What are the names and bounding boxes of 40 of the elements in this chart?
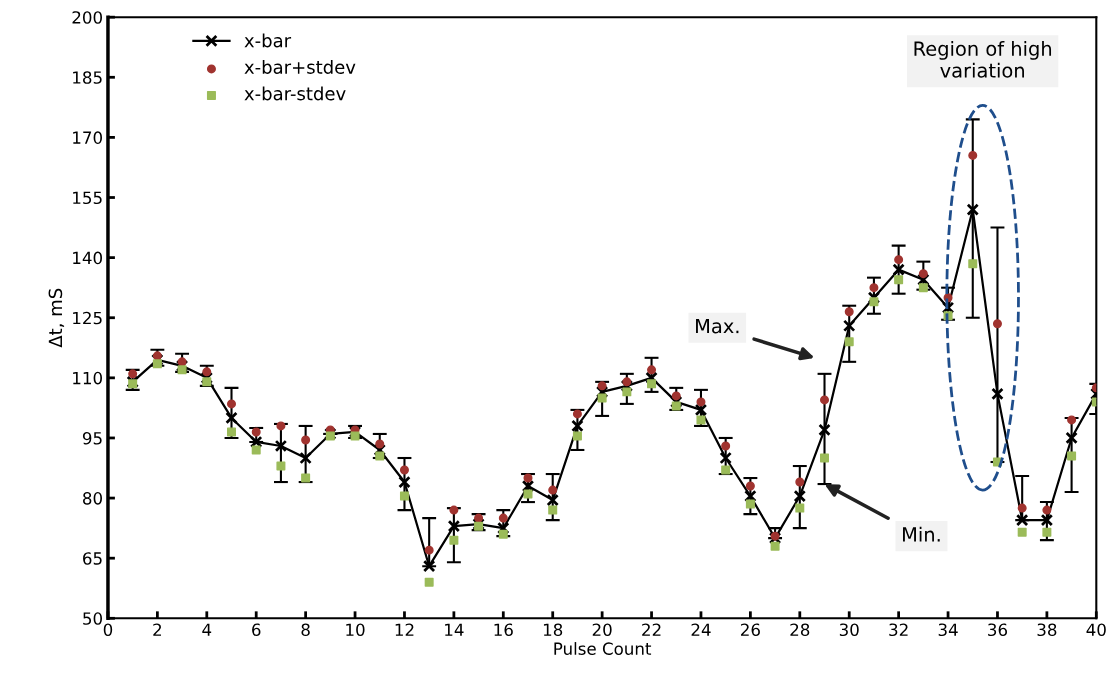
x-tick-label: 28 — [790, 623, 810, 637]
x-axis-title: Pulse Count — [554, 642, 652, 655]
y-tick-label: 155 — [73, 191, 102, 205]
x-tick-label: 16 — [494, 623, 513, 637]
y-tick-label: 125 — [73, 311, 102, 325]
legend-label: x-bar-stdev — [244, 86, 346, 101]
annotation: Region of high variation — [914, 40, 1052, 78]
x-tick-label: 24 — [691, 623, 711, 636]
y-tick-label: 110 — [73, 371, 102, 385]
y-tick-label: 95 — [82, 431, 102, 445]
y-tick-label: 50 — [83, 612, 102, 625]
y-tick-label: 80 — [83, 492, 102, 505]
x-tick-label: 22 — [642, 623, 661, 636]
x-tick-label: 18 — [543, 623, 563, 637]
x-tick-label: 14 — [445, 623, 464, 636]
x-tick-label: 0 — [103, 623, 113, 637]
y-axis-title: Δt, mS — [48, 288, 65, 348]
y-tick-label: 65 — [83, 552, 102, 565]
x-tick-label: 40 — [1086, 623, 1106, 637]
x-tick-label: 38 — [1037, 623, 1057, 637]
x-tick-label: 6 — [252, 623, 261, 637]
x-tick-label: 34 — [938, 623, 958, 637]
x-tick-label: 8 — [301, 623, 310, 637]
y-tick-label: 170 — [73, 131, 102, 144]
annotation: Min. — [903, 526, 940, 542]
x-tick-label: 12 — [395, 623, 414, 636]
x-tick-label: 2 — [153, 623, 162, 636]
y-tick-label: 185 — [73, 71, 102, 84]
x-tick-label: 4 — [202, 623, 212, 636]
x-tick-label: 36 — [988, 623, 1008, 637]
y-tick-label: 140 — [73, 251, 102, 265]
legend-label: x-bar+stdev — [244, 59, 356, 74]
annotation: Max. — [696, 318, 739, 334]
x-tick-label: 10 — [346, 623, 365, 637]
y-tick-label: 200 — [72, 11, 102, 24]
x-tick-label: 30 — [839, 623, 859, 637]
legend-label: x-bar — [244, 33, 292, 48]
x-tick-label: 32 — [889, 623, 908, 637]
x-tick-label: 20 — [592, 623, 612, 637]
x-tick-label: 26 — [741, 623, 760, 637]
